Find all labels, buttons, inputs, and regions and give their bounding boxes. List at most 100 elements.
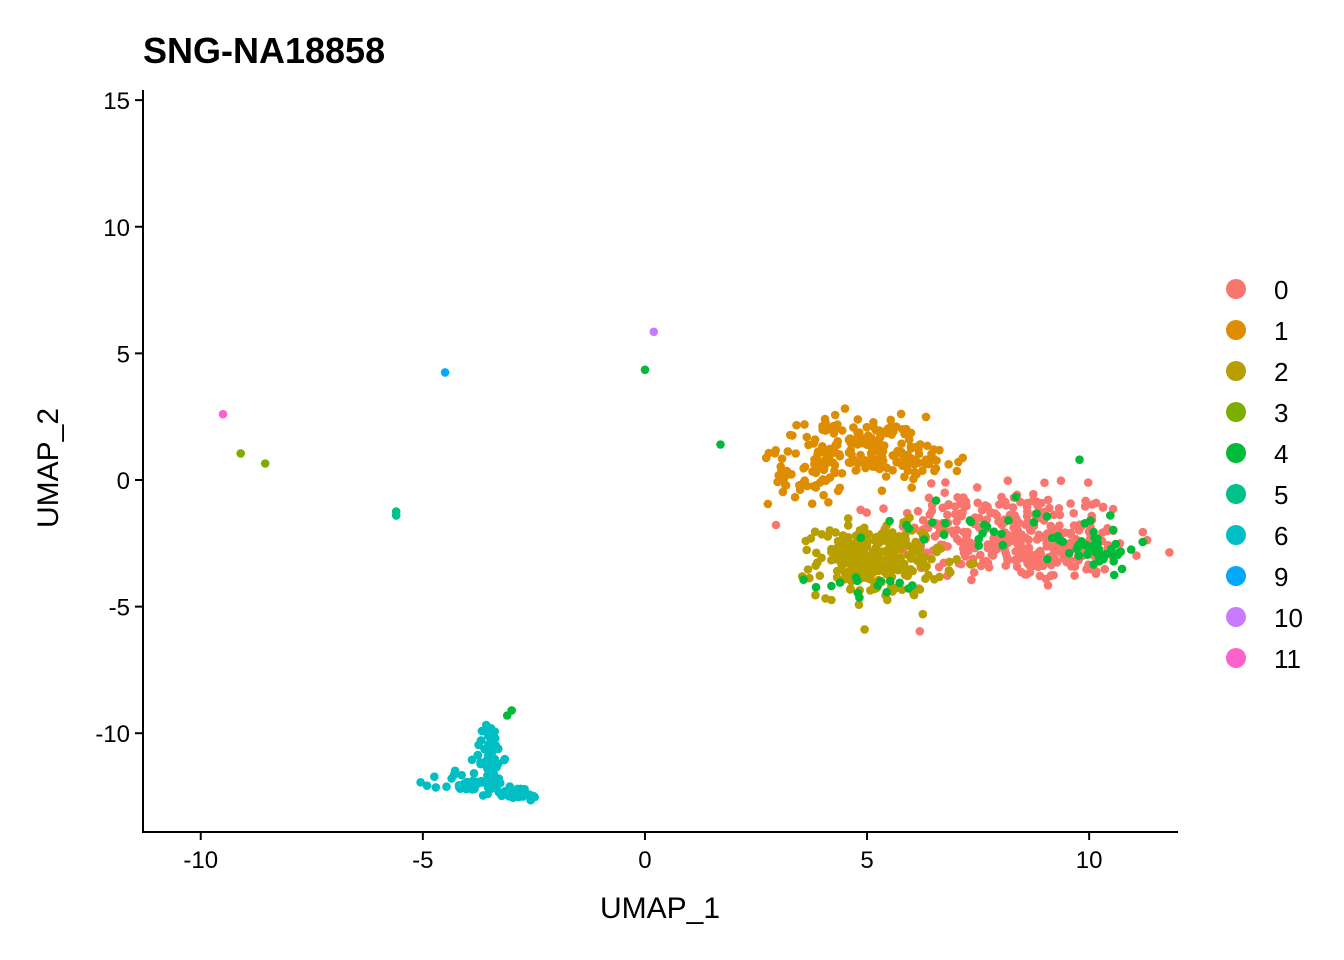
data-point [921, 412, 931, 422]
data-point [1038, 561, 1048, 571]
data-point [885, 516, 894, 526]
data-point [958, 453, 968, 463]
data-point [976, 561, 986, 571]
data-point [994, 500, 1004, 509]
data-point [901, 455, 910, 464]
data-point [847, 562, 857, 571]
x-tick-label: -10 [183, 847, 218, 874]
data-point [835, 483, 845, 493]
data-point [761, 453, 771, 463]
data-point [1089, 527, 1098, 537]
data-point [924, 459, 934, 469]
data-point [973, 498, 982, 508]
data-point [1066, 499, 1075, 508]
data-point [967, 575, 976, 585]
data-point [944, 460, 953, 469]
data-point [853, 428, 862, 437]
data-point [1111, 539, 1120, 549]
data-point [469, 769, 479, 778]
data-point [889, 547, 898, 556]
data-point [1138, 537, 1147, 547]
data-point [923, 441, 932, 451]
legend: 0 1 2 3 4 5 6 9 10 11 [1226, 275, 1303, 674]
data-point [905, 513, 914, 522]
data-point [943, 510, 952, 520]
data-point [989, 527, 999, 536]
data-point [811, 483, 821, 492]
data-point [1046, 571, 1056, 580]
data-point [491, 741, 501, 750]
y-tick-label: -10 [95, 721, 130, 748]
x-tick-label: 10 [1076, 847, 1103, 874]
data-point [484, 773, 494, 782]
data-point [813, 450, 822, 459]
data-point [1029, 518, 1039, 527]
data-point [827, 447, 837, 457]
data-point [484, 753, 493, 763]
data-point [862, 422, 872, 432]
data-point [904, 435, 914, 444]
data-point [799, 575, 808, 584]
data-point [1108, 525, 1118, 535]
legend-key-2 [1226, 361, 1246, 381]
data-point [882, 562, 892, 572]
data-point [1132, 551, 1141, 560]
data-point [1086, 516, 1095, 525]
data-point [1126, 545, 1136, 554]
data-point [1083, 542, 1093, 551]
data-point [790, 492, 800, 502]
data-point [1011, 492, 1021, 502]
data-point [780, 473, 789, 483]
x-tick-label: -5 [412, 847, 433, 874]
data-point [906, 428, 916, 438]
data-point [811, 590, 820, 600]
data-point [961, 542, 970, 552]
data-point [833, 437, 842, 446]
data-point [1054, 534, 1063, 544]
data-point [1013, 526, 1022, 535]
data-point [1098, 555, 1108, 564]
data-point [984, 563, 994, 572]
data-point [928, 518, 937, 527]
data-point [862, 565, 871, 574]
data-point [847, 450, 856, 459]
x-tick-label: 5 [860, 847, 873, 874]
data-point [500, 754, 510, 764]
data-point [853, 588, 863, 598]
data-point [476, 759, 485, 769]
data-point [870, 446, 879, 456]
data-point [792, 420, 801, 430]
data-point [485, 785, 494, 794]
data-point [913, 506, 923, 516]
legend-label-10: 10 [1274, 603, 1303, 633]
data-point [802, 545, 811, 555]
data-point [778, 487, 788, 497]
x-tick-label: 0 [638, 847, 651, 874]
data-point [480, 744, 489, 754]
data-point [788, 431, 797, 440]
data-point [1092, 567, 1101, 576]
data-point [871, 426, 881, 435]
data-point [893, 565, 903, 575]
y-tick-label: 10 [103, 215, 130, 242]
data-point [918, 609, 928, 619]
data-point [908, 581, 917, 590]
data-point [911, 442, 921, 452]
data-point [952, 466, 962, 476]
data-point [811, 561, 820, 570]
data-point [1023, 507, 1032, 516]
data-point [1138, 527, 1148, 537]
data-point [777, 454, 787, 464]
data-point [888, 528, 897, 537]
data-point [902, 520, 911, 530]
data-point [966, 517, 976, 527]
data-point [830, 410, 840, 420]
data-point [989, 534, 998, 544]
data-point [885, 555, 895, 564]
data-point [895, 578, 904, 588]
data-point [978, 529, 987, 538]
series-5 [391, 507, 401, 520]
y-tick-label: 5 [117, 341, 130, 368]
data-point [468, 776, 478, 786]
